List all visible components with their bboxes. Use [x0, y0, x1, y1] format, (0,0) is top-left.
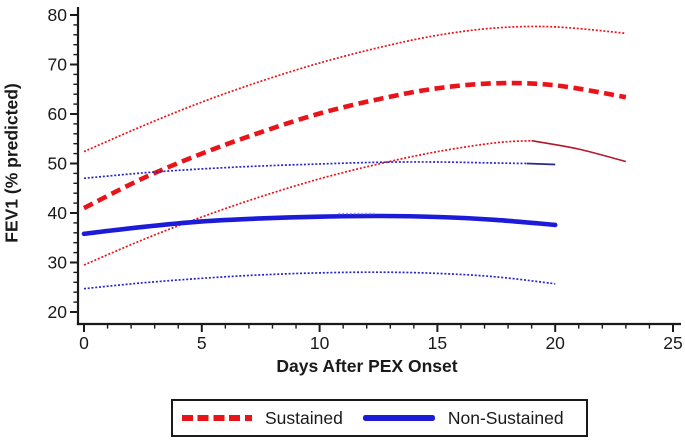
legend: Sustained Non-Sustained — [171, 399, 588, 437]
curve-sustained-upper-95-ci — [83, 25, 626, 153]
legend-nonsustained-line-sample — [362, 415, 435, 421]
x-tick-label: 10 — [310, 333, 330, 353]
y-tick-label: 30 — [48, 253, 68, 273]
x-tick-label: 0 — [79, 333, 89, 353]
legend-nonsustained-label: Non-Sustained — [447, 407, 564, 428]
legend-sustained-line-sample — [182, 415, 252, 421]
y-axis-title: FEV1 (% predicted) — [1, 83, 22, 243]
y-tick-label: 60 — [48, 104, 68, 124]
y-tick-label: 50 — [48, 154, 68, 174]
curve-sustained-lower-95-ci — [83, 139, 532, 266]
x-tick-label: 25 — [663, 333, 682, 353]
y-tick-label: 70 — [48, 55, 68, 75]
y-tick-label: 20 — [48, 302, 68, 322]
curve-non-sustained — [81, 213, 558, 237]
curve-sustained-lower-95-ci-tail — [531, 139, 627, 163]
curve-non-sustained-upper-95-ci — [83, 161, 527, 180]
curve-non-sustained-lower-95-ci — [83, 271, 556, 290]
curve-sustained — [82, 80, 627, 211]
x-tick-label: 5 — [197, 333, 207, 353]
x-tick-label: 15 — [428, 333, 447, 353]
x-axis-title: Days After PEX Onset — [276, 356, 458, 376]
curve-non-sustained-upper-95-ci-tail — [526, 162, 556, 166]
x-tick-label: 20 — [545, 333, 565, 353]
plot-area: 0 5 10 15 20 25 20 30 40 50 60 70 80 — [48, 5, 683, 353]
y-tick-label: 40 — [48, 203, 68, 223]
legend-sustained-label: Sustained — [265, 407, 343, 428]
y-tick-label: 80 — [48, 5, 68, 25]
